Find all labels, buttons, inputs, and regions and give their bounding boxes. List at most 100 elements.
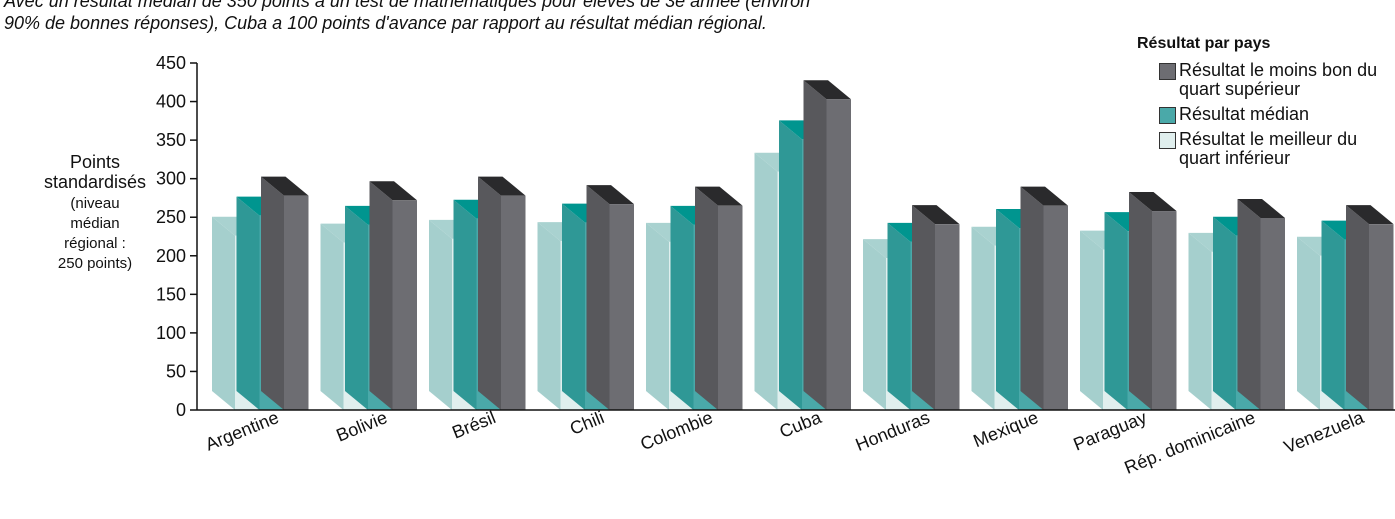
bar-side (369, 181, 393, 410)
x-tick-label: Honduras (853, 407, 933, 455)
bar (1346, 205, 1394, 410)
bar-front (392, 200, 417, 410)
subtitle: Avec un résultat médian de 350 points à … (4, 0, 811, 11)
bar-top (1237, 198, 1285, 218)
bar-side (1080, 230, 1103, 410)
x-tick-label: Mexique (970, 407, 1041, 451)
bar-side (1297, 236, 1320, 410)
bar-side (1020, 186, 1044, 410)
legend-label: Résultat le moins bon du quart supérieur (1179, 60, 1378, 99)
bar-side (261, 176, 284, 410)
legend-item: Résultat médian (1137, 105, 1387, 124)
bar-front (826, 99, 851, 411)
bar-front (1260, 217, 1285, 410)
bar-side (1188, 232, 1212, 410)
subtitle: 90% de bonnes réponses), Cuba a 100 poin… (4, 13, 767, 33)
bar-front (1152, 211, 1177, 410)
x-tick-label: Colombie (637, 407, 715, 454)
bar-top (695, 186, 743, 206)
bar-side (478, 176, 501, 410)
bar-side (754, 152, 778, 410)
legend-swatch (1159, 63, 1176, 80)
bar (478, 176, 526, 410)
bar-side (1237, 198, 1261, 410)
bar-side (803, 80, 827, 411)
bar-top (803, 80, 851, 100)
bar-side (320, 223, 344, 410)
x-tick-label: Argentine (203, 407, 282, 454)
bar-side (212, 216, 235, 410)
bar-top (369, 181, 417, 201)
bar-top (1020, 186, 1068, 206)
bar (1020, 186, 1068, 410)
bar-side (1129, 192, 1152, 410)
x-tick-label: Chili (567, 407, 607, 439)
bar (586, 185, 634, 410)
x-tick-label: Paraguay (1071, 407, 1150, 454)
bar (803, 80, 851, 411)
bar-side (646, 222, 669, 410)
y-tick-label: 300 (156, 169, 186, 189)
bar-side (996, 209, 1019, 410)
bar-side (236, 196, 260, 410)
bar-side (1346, 205, 1369, 410)
bar-side (779, 120, 802, 410)
bar-side (887, 222, 911, 410)
bar-side (586, 185, 610, 410)
bar-side (562, 203, 585, 410)
legend-label: Résultat le meilleur du quart inférieur (1179, 129, 1358, 168)
bar-side (1213, 216, 1236, 410)
bar (695, 186, 743, 410)
legend-items: Résultat le moins bon du quart supérieur… (1137, 61, 1387, 168)
bar-side (971, 226, 995, 410)
bar-front (1369, 224, 1394, 410)
y-tick-label: 450 (156, 53, 186, 73)
legend: Résultat par pays Résultat le moins bon … (1137, 35, 1387, 174)
legend-item: Résultat le meilleur du quart inférieur (1137, 130, 1387, 168)
y-axis-note: (niveau médian régional : 250 points) (57, 195, 133, 272)
bar-side (1321, 220, 1345, 410)
x-tick-label: Brésil (449, 407, 498, 442)
bar-top (1129, 192, 1177, 212)
bar-side (912, 205, 935, 410)
y-axis-label: Points standardisés (43, 152, 147, 192)
legend-label: Résultat médian (1179, 104, 1310, 124)
bar (1129, 192, 1177, 410)
bar-top (478, 176, 526, 196)
legend-swatch (1159, 132, 1176, 149)
y-tick-label: 350 (156, 130, 186, 150)
legend-item: Résultat le moins bon du quart supérieur (1137, 61, 1387, 99)
bar-side (695, 186, 718, 410)
bar-front (609, 204, 634, 410)
y-tick-label: 150 (156, 284, 186, 304)
bar (369, 181, 417, 410)
bar-top (1346, 205, 1394, 225)
legend-title: Résultat par pays (1137, 35, 1271, 52)
x-tick-label: Bolivie (333, 407, 390, 445)
bar-front (1043, 205, 1068, 410)
bar-side (670, 205, 694, 410)
bar-side (537, 222, 561, 410)
bar-front (284, 195, 309, 410)
bar-front (935, 224, 960, 410)
x-tick-label: Cuba (777, 407, 825, 442)
bar-side (345, 205, 368, 410)
bar-side (453, 199, 477, 410)
bar-front (501, 195, 526, 410)
bar-side (863, 239, 886, 410)
bar (1237, 198, 1285, 410)
y-tick-label: 50 (166, 361, 186, 381)
bar-top (912, 205, 960, 225)
y-tick-label: 0 (176, 400, 186, 420)
y-tick-label: 100 (156, 323, 186, 343)
y-tick-label: 400 (156, 92, 186, 112)
y-tick-label: 200 (156, 246, 186, 266)
bar-top (586, 185, 634, 205)
bar (912, 205, 960, 410)
legend-swatch (1159, 107, 1176, 124)
y-tick-label: 250 (156, 207, 186, 227)
bar-top (261, 176, 309, 196)
x-tick-label: Venezuela (1281, 407, 1367, 457)
